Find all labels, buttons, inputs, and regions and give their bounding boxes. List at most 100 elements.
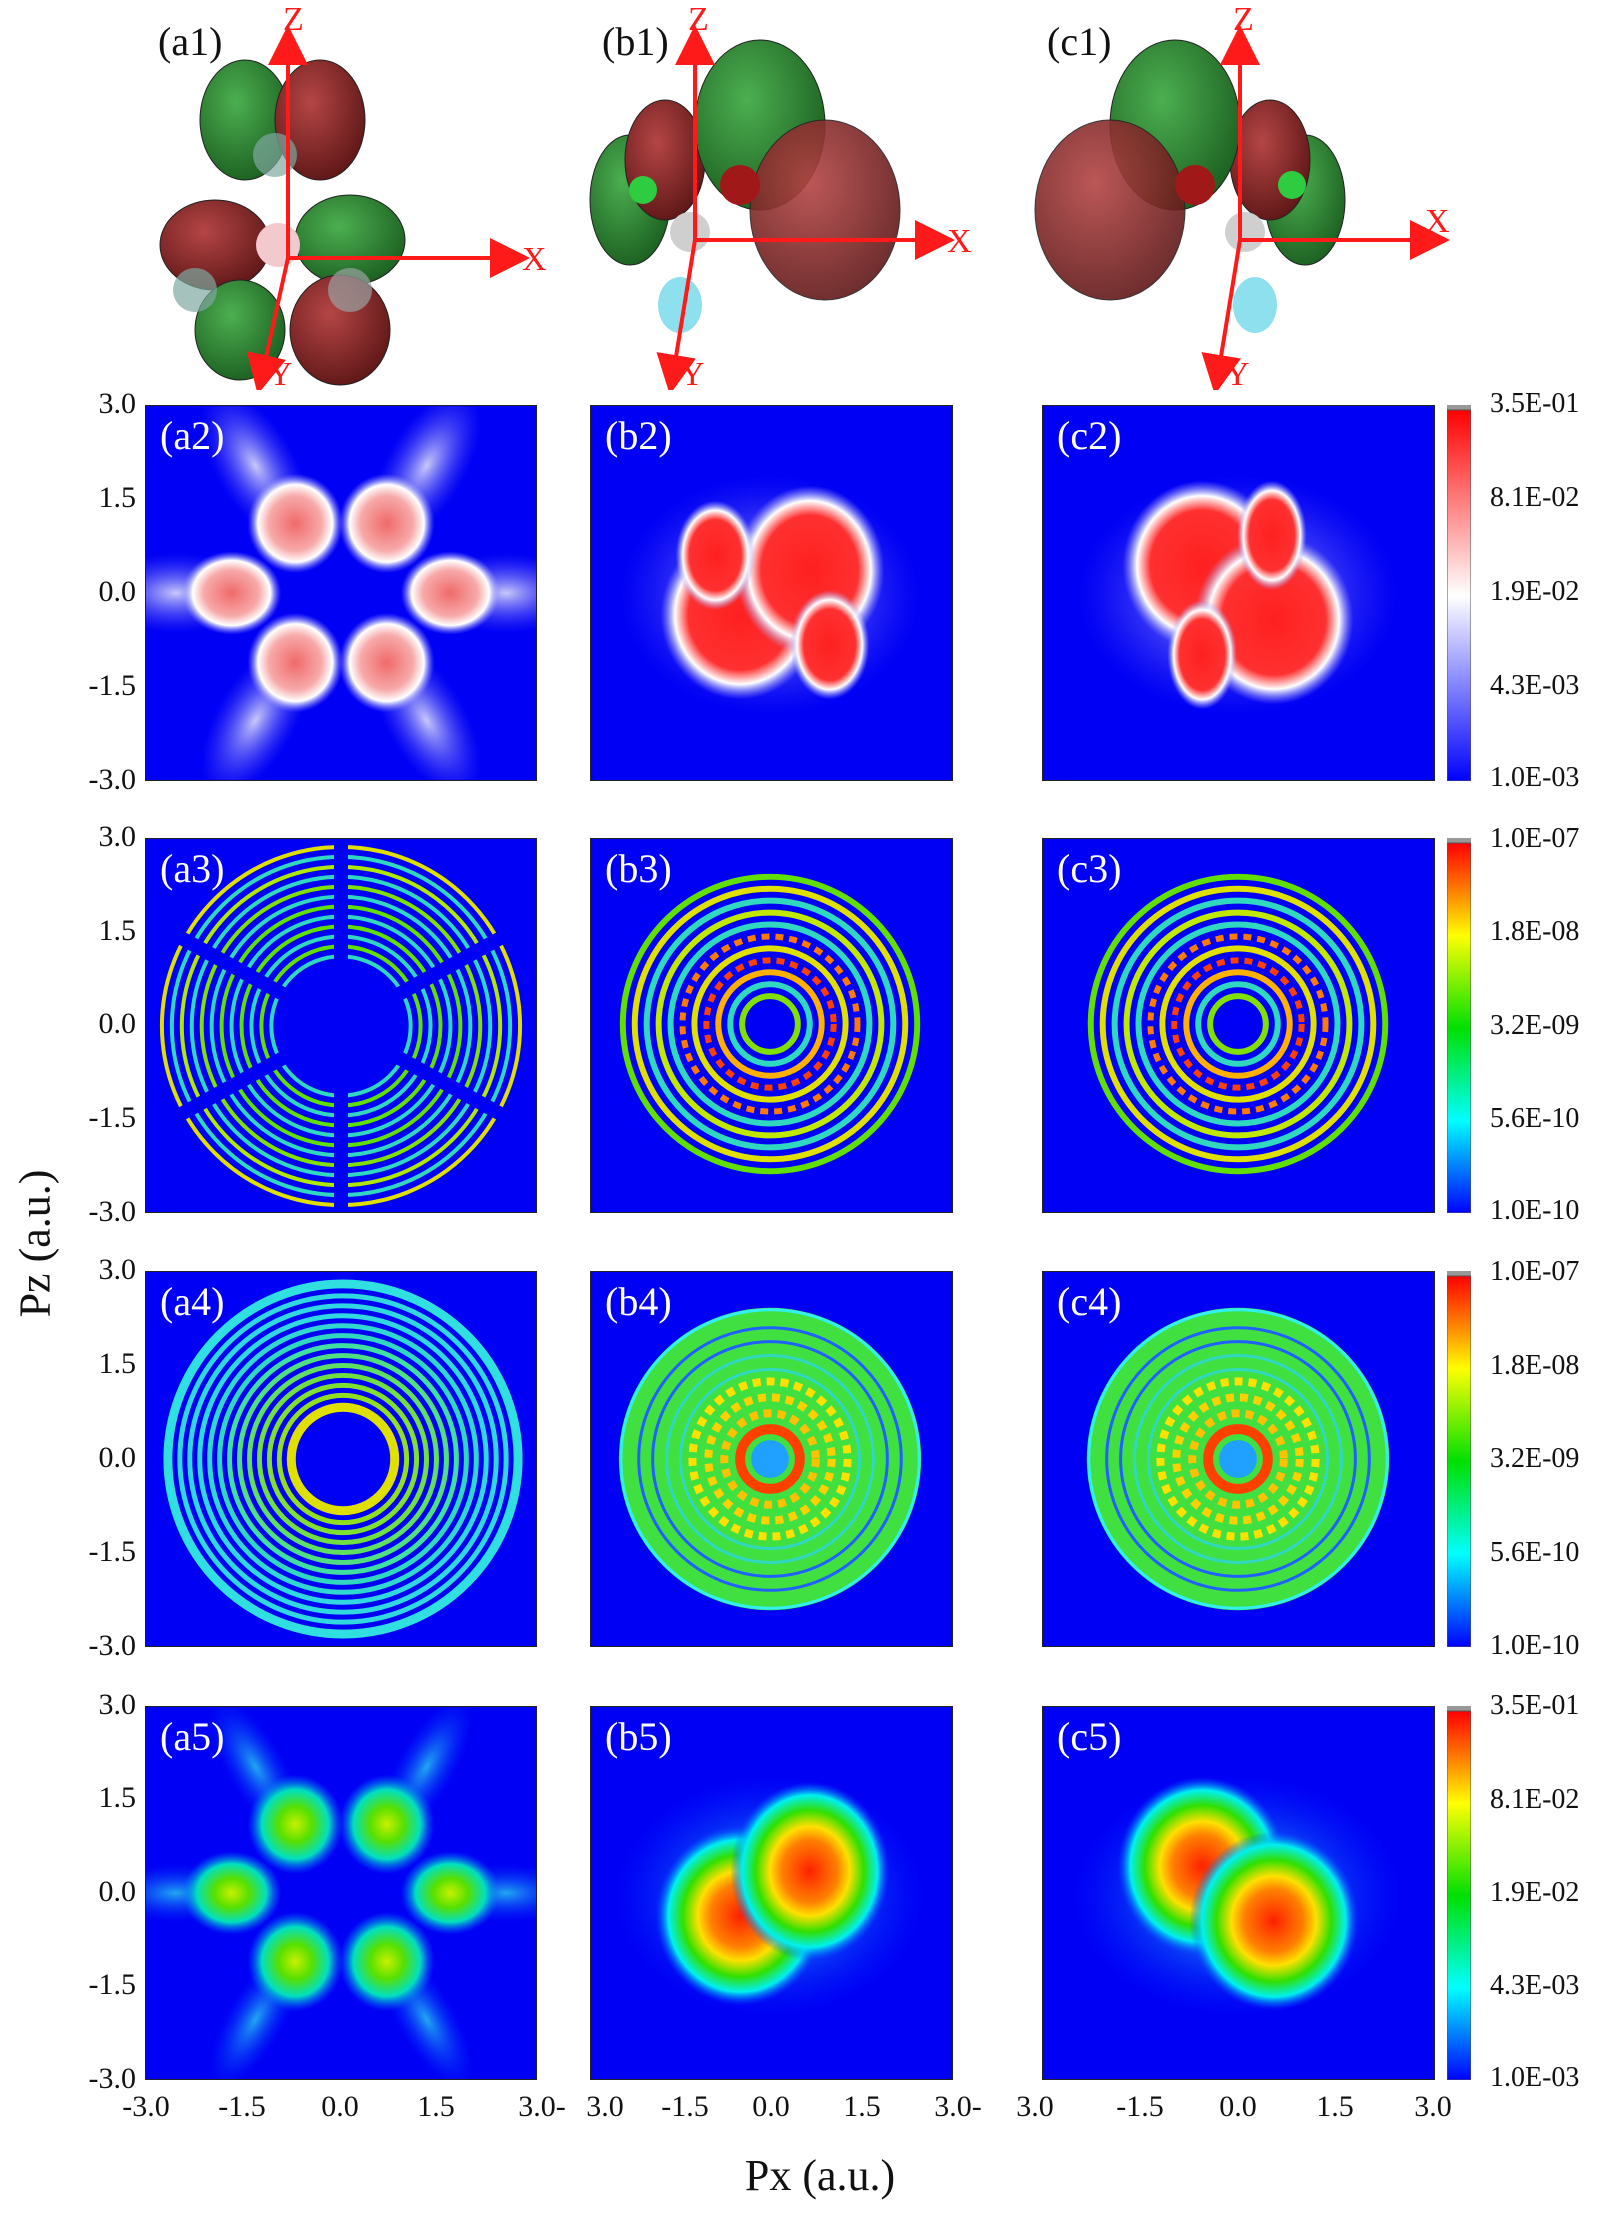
cb4-tick-0: 1.0E-07 <box>1490 1256 1580 1287</box>
cb5-tick-4: 1.0E-03 <box>1490 2062 1580 2093</box>
y-tick-r4-2: 0.0 <box>98 1441 137 1474</box>
cb5-tick-3: 4.3E-03 <box>1490 1970 1580 2001</box>
cb4-tick-4: 1.0E-10 <box>1490 1630 1580 1661</box>
x-axis-label: Px (a.u.) <box>744 2151 896 2200</box>
y-axis-label: Pz (a.u.) <box>10 1169 60 1318</box>
cb2-tick-4: 1.0E-03 <box>1490 762 1580 793</box>
y-tick-r5-1: 1.5 <box>98 1781 137 1814</box>
heatmap-c3: (c3) <box>1042 838 1435 1213</box>
x-tick-c-0: 3.0 <box>1016 2090 1054 2123</box>
cb2-tick-1: 8.1E-02 <box>1490 482 1580 513</box>
panel-label-c1: (c1) <box>1047 19 1112 64</box>
heatmap-a4: (a4) <box>145 1271 537 1647</box>
molecule-a1: Z X Y <box>150 0 570 390</box>
svg-text:X: X <box>522 241 547 278</box>
panel-label-b2: (b2) <box>605 413 672 458</box>
colorbar-row2 <box>1447 405 1471 781</box>
y-tick-r2-0: 3.0 <box>98 387 137 420</box>
svg-text:Z: Z <box>283 1 304 38</box>
svg-text:X: X <box>1425 203 1450 240</box>
svg-text:Y: Y <box>268 356 293 390</box>
y-tick-r3-0: 3.0 <box>98 820 137 853</box>
panel-label-b4: (b4) <box>605 1279 672 1324</box>
panel-label-b3: (b3) <box>605 846 672 891</box>
panel-label-c5: (c5) <box>1057 1714 1122 1759</box>
heatmap-a2: (a2) <box>145 405 537 781</box>
svg-text:X: X <box>947 223 972 260</box>
y-tick-r3-2: 0.0 <box>98 1007 137 1040</box>
y-tick-r3-3: -1.5 <box>88 1101 137 1134</box>
x-tick-b-2: 0.0 <box>752 2090 790 2123</box>
panel-label-a1: (a1) <box>158 19 223 64</box>
panel-label-a2: (a2) <box>160 413 225 458</box>
colorbar-row4 <box>1447 1271 1471 1647</box>
molecule-b1: Z X Y <box>585 0 1005 390</box>
panel-label-b5: (b5) <box>605 1714 672 1759</box>
heatmap-b2: (b2) <box>590 405 953 781</box>
cb3-tick-3: 5.6E-10 <box>1490 1103 1580 1134</box>
x-tick-b-4: 3.0- <box>934 2090 982 2123</box>
y-tick-r2-2: 0.0 <box>98 575 137 608</box>
heatmap-b5: (b5) <box>590 1706 953 2080</box>
y-tick-r5-0: 3.0 <box>98 1688 137 1721</box>
y-tick-r4-3: -1.5 <box>88 1535 137 1568</box>
cb2-tick-2: 1.9E-02 <box>1490 576 1580 607</box>
cb2-tick-3: 4.3E-03 <box>1490 670 1580 701</box>
x-tick-c-3: 1.5 <box>1316 2090 1354 2123</box>
colorbar-row5 <box>1447 1706 1471 2080</box>
x-tick-c-1: -1.5 <box>1116 2090 1164 2123</box>
x-tick-c-2: 0.0 <box>1219 2090 1257 2123</box>
x-tick-b-0: 3.0 <box>586 2090 624 2123</box>
heatmap-c2: (c2) <box>1042 405 1435 781</box>
cb4-tick-3: 5.6E-10 <box>1490 1537 1580 1568</box>
y-tick-r4-4: -3.0 <box>88 1629 137 1662</box>
heatmap-c5: (c5) <box>1042 1706 1435 2080</box>
y-tick-r3-1: 1.5 <box>98 914 137 947</box>
cb5-tick-2: 1.9E-02 <box>1490 1877 1580 1908</box>
heatmap-a5: (a5) <box>145 1706 537 2080</box>
heatmap-b3: (b3) <box>590 838 953 1213</box>
colorbar-row3 <box>1447 838 1471 1213</box>
svg-text:Z: Z <box>688 1 709 38</box>
cb4-tick-1: 1.8E-08 <box>1490 1350 1580 1381</box>
y-tick-r2-4: -3.0 <box>88 763 137 796</box>
x-tick-b-3: 1.5 <box>843 2090 881 2123</box>
panel-label-c2: (c2) <box>1057 413 1122 458</box>
y-tick-r5-2: 0.0 <box>98 1875 137 1908</box>
x-tick-a-1: -1.5 <box>218 2090 266 2123</box>
cb3-tick-2: 3.2E-09 <box>1490 1010 1580 1041</box>
cb2-tick-0: 3.5E-01 <box>1490 388 1580 419</box>
svg-text:Y: Y <box>680 356 705 390</box>
svg-text:Y: Y <box>1225 356 1250 390</box>
x-tick-b-1: -1.5 <box>661 2090 709 2123</box>
cb3-tick-1: 1.8E-08 <box>1490 916 1580 947</box>
x-tick-c-4: 3.0 <box>1414 2090 1452 2123</box>
svg-text:Z: Z <box>1233 1 1254 38</box>
cb5-tick-0: 3.5E-01 <box>1490 1690 1580 1721</box>
panel-label-a4: (a4) <box>160 1279 225 1324</box>
panel-label-c3: (c3) <box>1057 846 1122 891</box>
y-tick-r5-3: -1.5 <box>88 1968 137 2001</box>
x-tick-a-3: 1.5 <box>417 2090 455 2123</box>
y-tick-r4-0: 3.0 <box>98 1253 137 1286</box>
cb3-tick-0: 1.0E-07 <box>1490 823 1580 854</box>
panel-label-a5: (a5) <box>160 1714 225 1759</box>
cb3-tick-4: 1.0E-10 <box>1490 1195 1580 1226</box>
cb5-tick-1: 8.1E-02 <box>1490 1784 1580 1815</box>
y-tick-r4-1: 1.5 <box>98 1347 137 1380</box>
panel-label-a3: (a3) <box>160 846 225 891</box>
x-tick-a-2: 0.0 <box>321 2090 359 2123</box>
y-tick-r5-4: -3.0 <box>88 2062 137 2095</box>
panel-label-c4: (c4) <box>1057 1279 1122 1324</box>
y-tick-r2-3: -1.5 <box>88 669 137 702</box>
heatmap-c4: (c4) <box>1042 1271 1435 1647</box>
x-tick-a-0: -3.0 <box>122 2090 170 2123</box>
heatmap-a3: (a3) <box>145 838 537 1213</box>
y-tick-r3-4: -3.0 <box>88 1195 137 1228</box>
heatmap-b4: (b4) <box>590 1271 953 1647</box>
x-tick-a-4: 3.0- <box>518 2090 566 2123</box>
molecule-c1: Z X Y <box>1030 0 1450 390</box>
y-tick-r2-1: 1.5 <box>98 481 137 514</box>
cb4-tick-2: 3.2E-09 <box>1490 1443 1580 1474</box>
panel-label-b1: (b1) <box>602 19 669 64</box>
